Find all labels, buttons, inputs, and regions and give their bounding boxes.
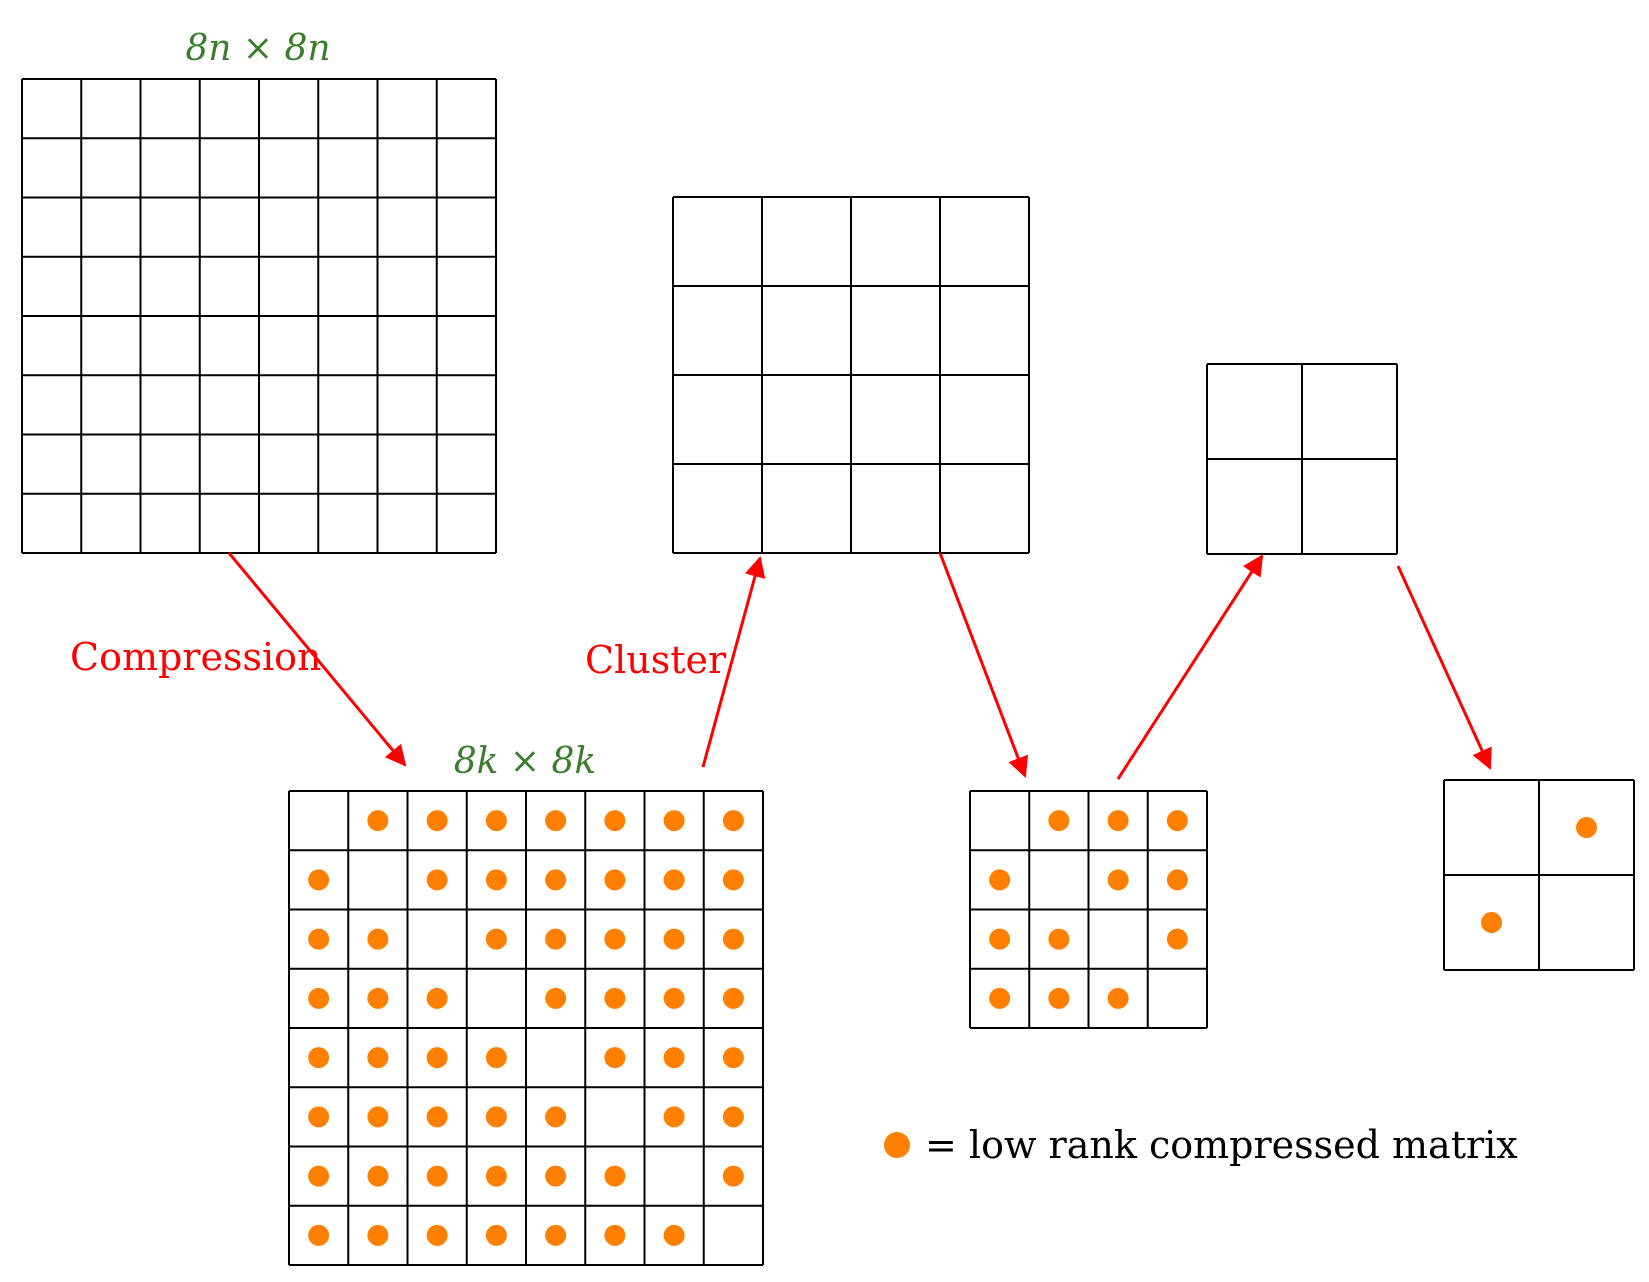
low-rank-dot [367,1047,389,1069]
low-rank-dot [989,928,1011,950]
low-rank-dot [367,1224,389,1246]
low-rank-dot [722,810,744,832]
low-rank-dot [722,869,744,891]
low-rank-dot [722,987,744,1009]
low-rank-dot [663,987,685,1009]
low-rank-dot [426,987,448,1009]
low-rank-dot [1048,928,1070,950]
low-rank-dot [1166,810,1188,832]
compressed-matrix-size-label: 8k × 8k [454,741,597,782]
low-rank-dot [308,869,330,891]
low-rank-dot [1048,810,1070,832]
low-rank-dot [663,1106,685,1128]
low-rank-dot [604,928,626,950]
low-rank-dot [308,1165,330,1187]
compressed-matrix-2k-grid [1443,779,1635,971]
low-rank-dot [989,869,1011,891]
low-rank-dot [663,869,685,891]
low-rank-dot [604,1224,626,1246]
low-rank-dot [604,810,626,832]
low-rank-dot [485,1165,507,1187]
low-rank-dot [485,810,507,832]
low-rank-dot [485,1106,507,1128]
low-rank-dot [722,928,744,950]
low-rank-dot [426,1224,448,1246]
low-rank-dot [367,1106,389,1128]
low-rank-dot [426,1047,448,1069]
low-rank-dot [308,1047,330,1069]
low-rank-dot [1166,928,1188,950]
low-rank-dot [1107,810,1129,832]
low-rank-dot [545,810,567,832]
low-rank-dot [545,1165,567,1187]
low-rank-dot [426,1165,448,1187]
low-rank-dot [989,987,1011,1009]
low-rank-dot [485,928,507,950]
low-rank-dot [663,1224,685,1246]
cluster-matrix-2x2-grid [1206,363,1398,555]
low-rank-dot [367,928,389,950]
low-rank-dot [604,869,626,891]
compressed-matrix-4k-grid [969,790,1208,1029]
low-rank-dot [485,1047,507,1069]
cluster-label: Cluster [585,638,727,682]
low-rank-dot [308,928,330,950]
low-rank-dot [663,810,685,832]
low-rank-dot [308,1106,330,1128]
low-rank-dot [367,1165,389,1187]
compression-arrow [227,552,407,767]
low-rank-dot [545,928,567,950]
original-matrix-grid [21,78,497,554]
cluster-arrow-2 [1116,554,1264,780]
low-rank-dot [545,1224,567,1246]
descend-arrow-1 [938,552,1029,778]
low-rank-dot [604,1165,626,1187]
low-rank-dot [545,987,567,1009]
top-matrix-size-label: 8n × 8n [185,28,330,69]
legend-dot-icon [884,1132,910,1158]
low-rank-dot [722,1047,744,1069]
low-rank-dot [308,987,330,1009]
low-rank-dot [1048,987,1070,1009]
low-rank-dot [1107,987,1129,1009]
low-rank-dot [426,810,448,832]
compression-label: Compression [70,635,321,679]
low-rank-dot [367,810,389,832]
low-rank-dot [1166,869,1188,891]
cluster-arrow-1 [701,555,766,768]
low-rank-dot [1107,869,1129,891]
low-rank-dot [1576,817,1597,838]
compressed-matrix-8k-grid [288,790,764,1266]
low-rank-dot [663,928,685,950]
low-rank-dot [604,1047,626,1069]
low-rank-dot [308,1224,330,1246]
cluster-matrix-4x4-grid [672,196,1030,554]
low-rank-dot [426,1106,448,1128]
low-rank-dot [426,869,448,891]
low-rank-dot [485,869,507,891]
low-rank-dot [663,1047,685,1069]
low-rank-dot [485,1224,507,1246]
low-rank-dot [545,1106,567,1128]
low-rank-dot [722,1165,744,1187]
descend-arrow-2 [1396,565,1492,770]
low-rank-dot [1481,912,1502,933]
low-rank-dot [722,1106,744,1128]
low-rank-dot [367,987,389,1009]
low-rank-dot [545,869,567,891]
legend-text: = low rank compressed matrix [925,1123,1518,1167]
low-rank-dot [604,987,626,1009]
